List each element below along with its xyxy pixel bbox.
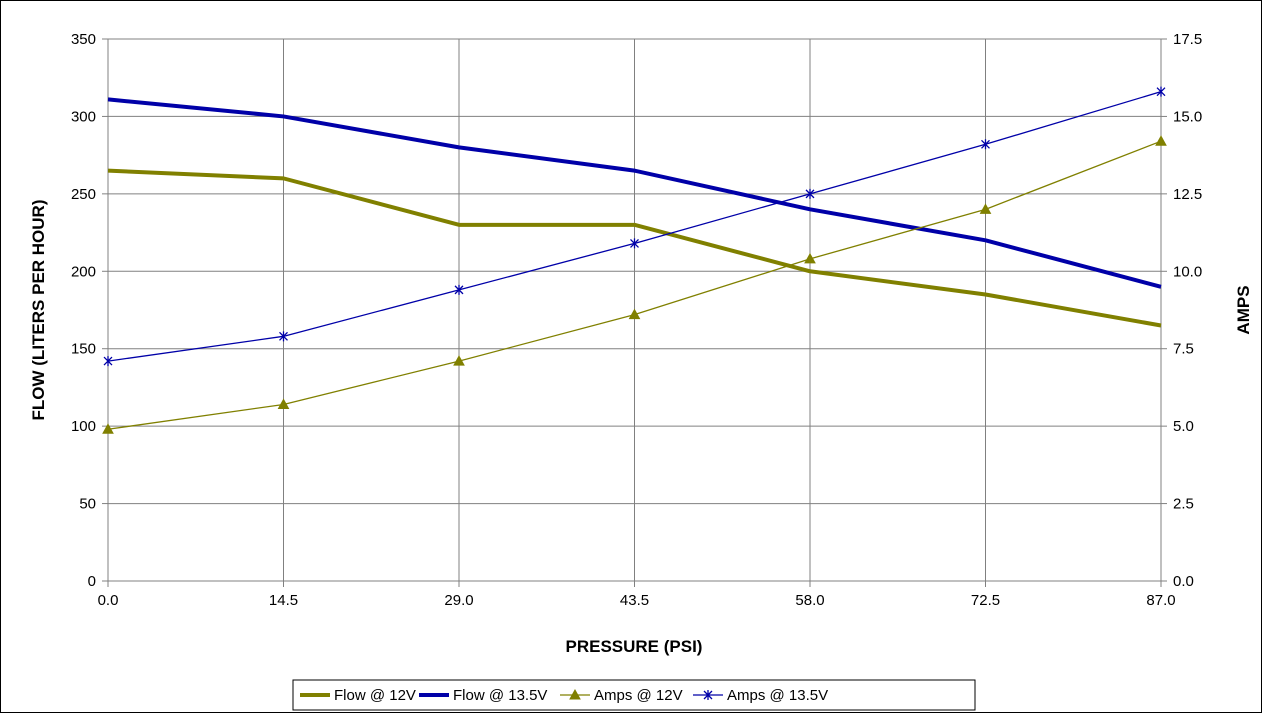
right-tick-label: 2.5 [1173,496,1194,513]
series-4 [103,86,1166,367]
right-tick-label: 17.5 [1173,31,1202,48]
x-tick-label: 43.5 [620,592,649,609]
data-point [805,188,815,199]
legend-label: Flow @ 12V [334,687,416,704]
data-point [804,252,816,264]
left-tick-label: 0 [88,573,96,590]
legend-label: Flow @ 13.5V [453,687,547,704]
data-point [454,284,464,295]
right-tick-label: 10.0 [1173,263,1202,280]
series-line [107,97,1162,289]
legend-marker [703,690,713,700]
left-tick-label: 100 [71,418,96,435]
right-tick-label: 5.0 [1173,418,1194,435]
x-tick-label: 87.0 [1146,592,1175,609]
y-axis-title: FLOW (LITERS PER HOUR) [29,200,48,421]
x-axis: 0.0 14.5 29.0 43.5 58.0 72.5 87.0 [98,581,1176,609]
right-tick-label: 15.0 [1173,108,1202,125]
data-point [279,331,288,342]
right-y-axis: 0.0 2.5 5.0 7.5 10.0 12.5 15.0 17.5 [1161,31,1202,590]
left-tick-label: 150 [71,341,96,358]
legend-box [292,679,976,711]
legend-marker [569,688,581,700]
x-tick-label: 14.5 [269,592,298,609]
data-point [628,308,641,320]
right-tick-label: 7.5 [1173,341,1194,358]
series-line [107,168,1162,328]
data-point [103,356,113,367]
right-tick-label: 12.5 [1173,186,1202,203]
left-y-axis: 0 50 100 150 200 250 300 350 [71,31,108,590]
data-point [102,423,114,434]
x-tick-label: 58.0 [795,592,824,609]
y2-axis-title: AMPS [1234,285,1253,334]
data-point [979,203,992,214]
data-point [981,139,990,150]
left-tick-label: 50 [79,496,96,513]
data-point [453,355,465,366]
left-tick-label: 200 [71,263,96,280]
series-layer [102,86,1167,434]
legend: Flow @ 12V Flow @ 13.5V Amps @ 12V Amps @ 1… [292,679,976,711]
data-point [277,398,290,409]
right-tick-label: 0.0 [1173,573,1194,590]
left-tick-label: 350 [71,31,96,48]
series-3 [102,135,1167,434]
x-tick-label: 29.0 [444,592,473,609]
x-tick-label: 0.0 [98,592,119,609]
series-2 [107,97,1162,289]
series-1 [107,168,1162,328]
data-point [1155,135,1167,146]
x-axis-title: PRESSURE (PSI) [566,637,703,656]
data-point [1156,86,1166,97]
legend-label: Amps @ 12V [594,687,683,704]
left-tick-label: 250 [71,186,96,203]
left-tick-label: 300 [71,108,96,125]
data-point [630,238,639,249]
x-tick-label: 72.5 [971,592,1000,609]
legend-label: Amps @ 13.5V [727,687,828,704]
